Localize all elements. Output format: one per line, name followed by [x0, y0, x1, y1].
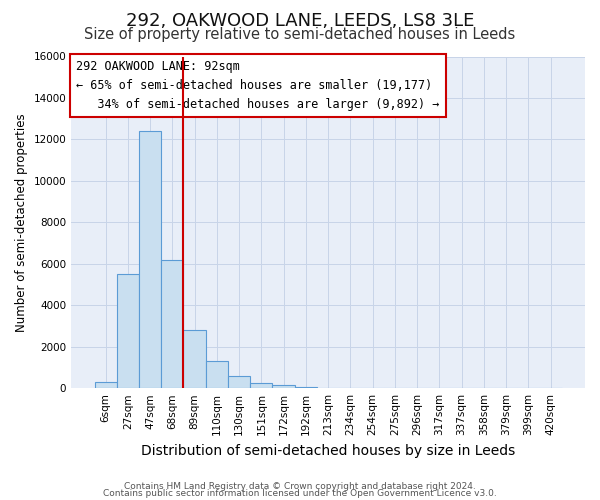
Text: Size of property relative to semi-detached houses in Leeds: Size of property relative to semi-detach…: [85, 28, 515, 42]
Bar: [250, 383, 272, 388]
Bar: [272, 385, 295, 388]
Bar: [139, 131, 161, 388]
Text: Contains public sector information licensed under the Open Government Licence v3: Contains public sector information licen…: [103, 490, 497, 498]
Bar: [206, 361, 228, 388]
Bar: [228, 376, 250, 388]
Text: Contains HM Land Registry data © Crown copyright and database right 2024.: Contains HM Land Registry data © Crown c…: [124, 482, 476, 491]
Bar: [95, 382, 117, 388]
Bar: [295, 386, 317, 388]
Text: 292, OAKWOOD LANE, LEEDS, LS8 3LE: 292, OAKWOOD LANE, LEEDS, LS8 3LE: [126, 12, 474, 30]
Y-axis label: Number of semi-detached properties: Number of semi-detached properties: [15, 113, 28, 332]
Bar: [117, 274, 139, 388]
Bar: [184, 330, 206, 388]
Bar: [161, 260, 184, 388]
X-axis label: Distribution of semi-detached houses by size in Leeds: Distribution of semi-detached houses by …: [141, 444, 515, 458]
Text: 292 OAKWOOD LANE: 92sqm
← 65% of semi-detached houses are smaller (19,177)
   34: 292 OAKWOOD LANE: 92sqm ← 65% of semi-de…: [76, 60, 440, 111]
